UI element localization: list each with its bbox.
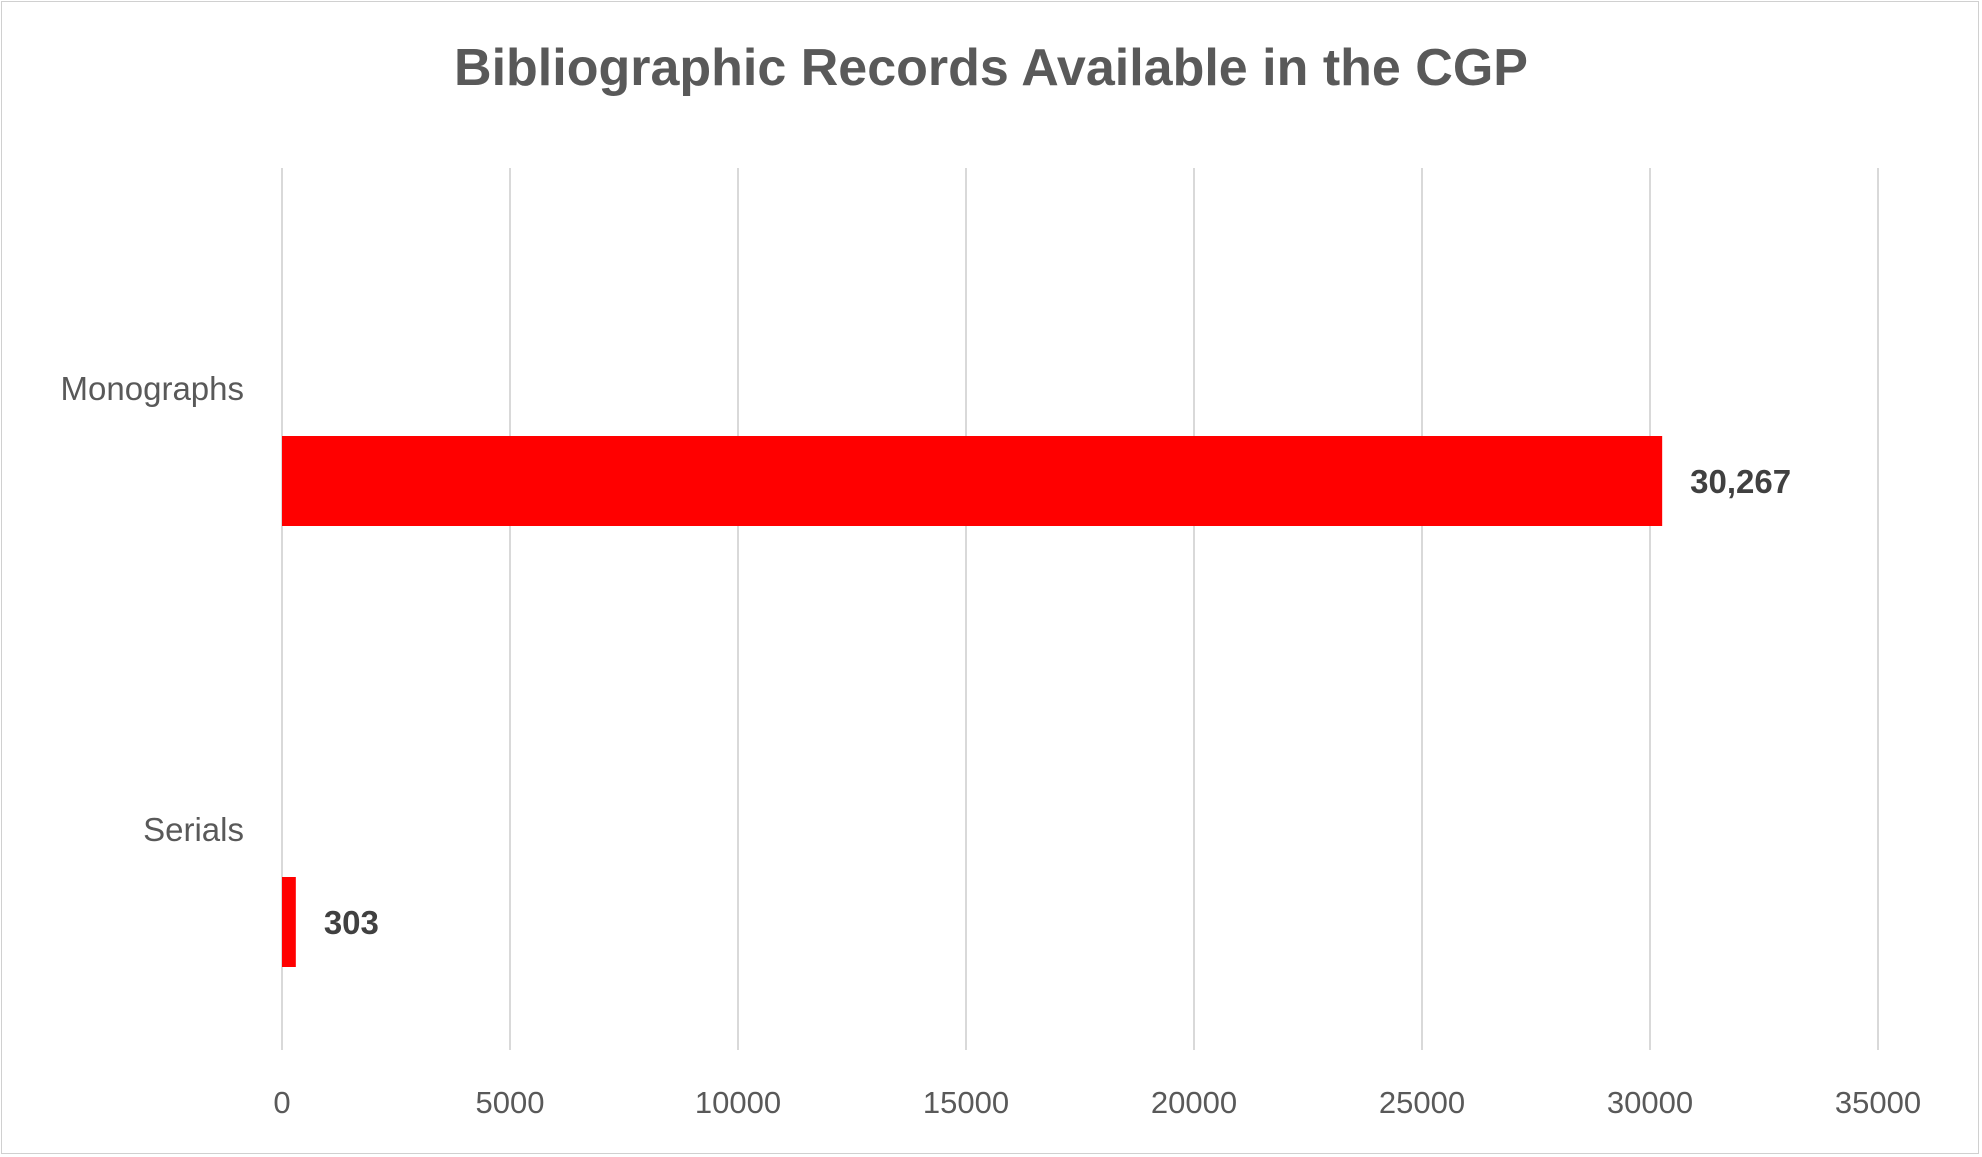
bars: [282, 436, 1663, 967]
bar-monographs: [282, 436, 1663, 526]
x-tick-label-3: 15000: [923, 1085, 1009, 1120]
category-label-serials: Serials: [143, 811, 244, 848]
x-tick-label-5: 25000: [1379, 1085, 1465, 1120]
bar-serials: [282, 877, 296, 967]
chart-title: Bibliographic Records Available in the C…: [454, 39, 1528, 97]
x-tick-label-1: 5000: [476, 1085, 545, 1120]
x-tick-label-0: 0: [273, 1085, 290, 1120]
data-label-monographs: 30,267: [1690, 463, 1791, 500]
labels: 0 5000 10000 15000 20000 25000 30000 35000 Monog…: [61, 370, 1922, 1120]
category-label-monographs: Monographs: [61, 370, 244, 407]
x-tick-label-4: 20000: [1151, 1085, 1237, 1120]
gridlines: [281, 168, 1879, 1050]
x-tick-label-7: 35000: [1835, 1085, 1921, 1120]
x-tick-label-6: 30000: [1607, 1085, 1693, 1120]
data-label-serials: 303: [324, 904, 379, 941]
x-tick-label-2: 10000: [695, 1085, 781, 1120]
